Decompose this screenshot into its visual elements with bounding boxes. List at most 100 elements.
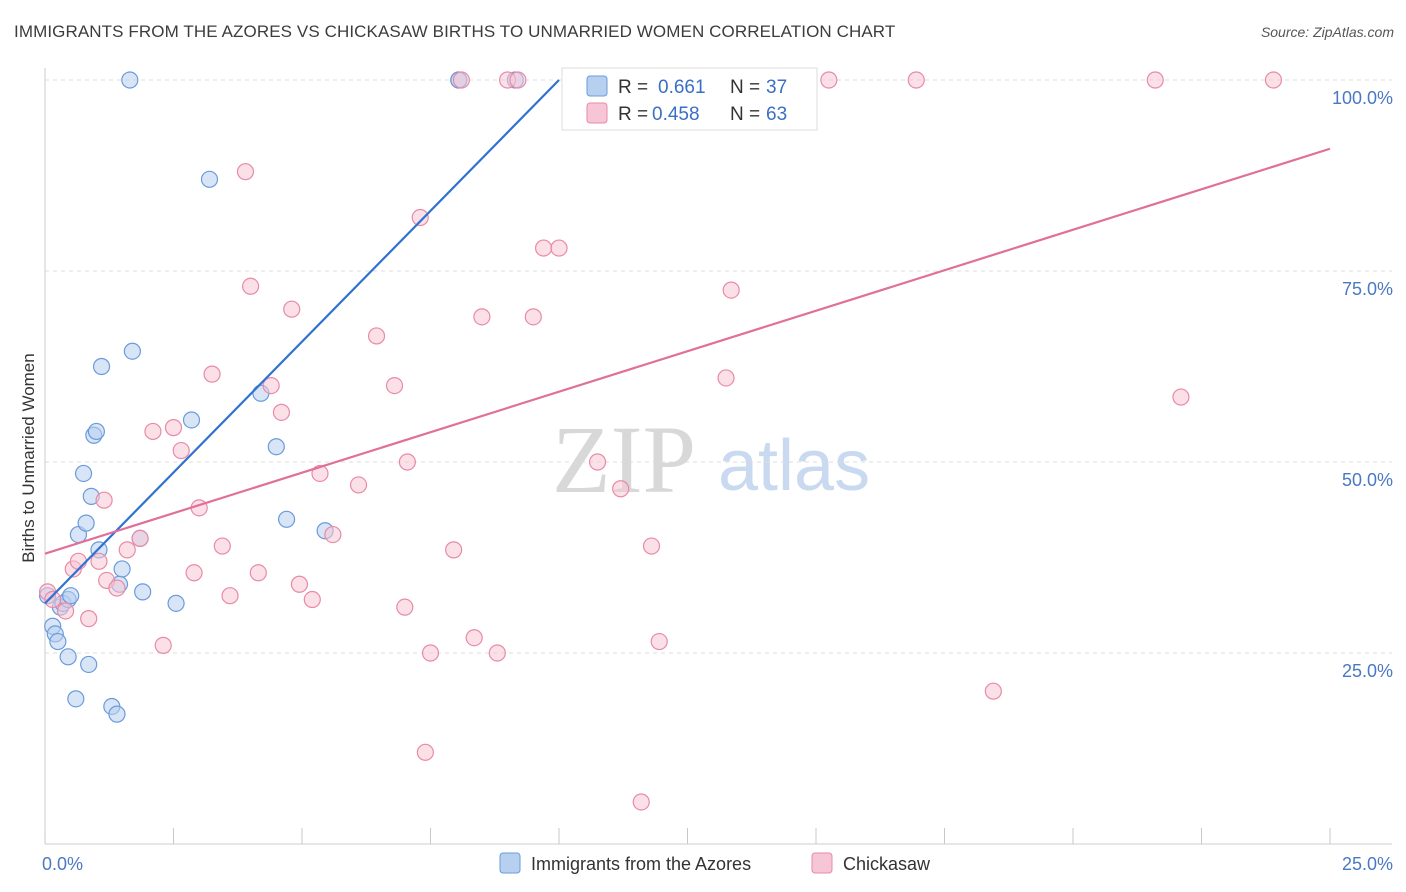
chickasaw-point-14: [164, 419, 183, 437]
chickasaw-point-10: [118, 541, 136, 559]
chickasaw-point-28: [303, 590, 321, 609]
chickasaw-point-50: [612, 480, 630, 498]
chickasaw-point-13: [154, 636, 172, 654]
chickasaw-point-37: [416, 743, 434, 761]
data-points: [38, 71, 1283, 811]
azores-trend-line: [44, 79, 560, 605]
chickasaw-point-15: [172, 441, 190, 460]
chickasaw-point-2: [56, 602, 75, 620]
chickasaw-point-61: [1172, 388, 1190, 406]
chickasaw-point-58: [907, 71, 925, 89]
chickasaw-point-34: [396, 598, 414, 616]
azores-point-7: [62, 587, 80, 605]
azores-point-28: [182, 411, 201, 429]
watermark-zip: ZIP: [552, 406, 696, 513]
azores-point-23: [121, 71, 139, 89]
azores-point-20: [108, 705, 126, 723]
chickasaw-point-32: [367, 327, 386, 345]
chickasaw-point-27: [290, 575, 309, 593]
series-swatch-chickasaw: [811, 852, 833, 874]
legend-n-value-blue: 37: [766, 77, 787, 98]
y-tick-label-0: 100.0%: [1332, 88, 1393, 108]
chickasaw-trend-line: [44, 147, 1331, 555]
chickasaw-point-7: [95, 491, 113, 509]
chickasaw-point-26: [283, 300, 301, 318]
chickasaw-point-45: [509, 71, 527, 89]
series-label-azores: Immigrants from the Azores: [531, 854, 751, 874]
chickasaw-point-59: [984, 682, 1002, 700]
chickasaw-point-18: [203, 365, 221, 383]
chickasaw-point-43: [488, 644, 506, 662]
tick-labels: 100.0% 75.0% 50.0% 25.0% 0.0% 25.0%: [42, 88, 1393, 874]
chickasaw-point-55: [717, 369, 735, 387]
series-label-chickasaw: Chickasaw: [843, 854, 931, 874]
chickasaw-point-38: [421, 644, 440, 662]
chickasaw-point-30: [324, 525, 342, 544]
source-credit: Source: ZipAtlas.com: [1260, 24, 1394, 40]
chickasaw-point-31: [349, 476, 368, 494]
chickasaw-point-6: [90, 552, 108, 570]
azores-point-11: [74, 464, 93, 483]
azores-point-8: [59, 648, 77, 666]
chickasaw-point-60: [1146, 71, 1164, 89]
chickasaw-point-24: [262, 377, 280, 395]
chickasaw-point-41: [465, 629, 483, 647]
chickasaw-point-25: [272, 403, 291, 421]
chickasaw-point-21: [236, 163, 255, 181]
azores-point-22: [113, 560, 131, 578]
legend-swatch-blue: [586, 75, 608, 97]
watermark-atlas: atlas: [718, 426, 870, 506]
chickasaw-point-42: [473, 308, 491, 326]
azores-point-31: [267, 438, 285, 456]
chickasaw-point-57: [820, 71, 838, 89]
chickasaw-point-16: [185, 564, 203, 582]
y-axis-title: Births to Unmarried Women: [19, 353, 38, 562]
chickasaw-point-36: [411, 208, 429, 227]
azores-point-9: [67, 690, 85, 708]
legend-n-value-pink: 63: [766, 104, 787, 125]
legend-n-label-blue: N =: [730, 77, 760, 98]
chickasaw-point-40: [452, 71, 470, 89]
chickasaw-point-5: [80, 610, 98, 628]
chickasaw-point-48: [550, 239, 568, 257]
azores-point-29: [200, 170, 219, 188]
azores-point-12: [77, 514, 95, 532]
chickasaw-point-56: [722, 281, 740, 299]
azores-point-18: [92, 357, 111, 376]
chickasaw-point-20: [221, 587, 239, 605]
chickasaw-point-62: [1264, 71, 1283, 89]
legend-r-value-pink: 0.458: [652, 104, 700, 125]
chickasaw-point-1: [44, 590, 62, 609]
y-tick-label-2: 50.0%: [1342, 470, 1393, 490]
chickasaw-point-23: [249, 564, 267, 582]
legend-swatch-pink: [586, 102, 608, 124]
chickasaw-point-47: [534, 239, 553, 257]
azores-point-26: [134, 583, 152, 601]
series-legend: Immigrants from the Azores Chickasaw: [499, 852, 931, 874]
chickasaw-point-11: [131, 529, 149, 548]
legend-r-label-pink: R =: [618, 104, 648, 125]
chart-title: IMMIGRANTS FROM THE AZORES VS CHICKASAW …: [14, 22, 896, 41]
chickasaw-point-33: [385, 377, 404, 395]
y-tick-label-1: 75.0%: [1342, 279, 1393, 299]
azores-point-16: [87, 422, 106, 441]
azores-point-24: [123, 342, 141, 360]
chickasaw-point-46: [524, 308, 542, 326]
chickasaw-point-29: [311, 464, 329, 483]
azores-point-27: [167, 594, 185, 612]
chickasaw-point-12: [144, 422, 162, 441]
legend-r-value-blue: 0.661: [658, 77, 706, 98]
chickasaw-point-51: [632, 793, 650, 811]
chickasaw-point-49: [588, 453, 607, 471]
chickasaw-point-22: [242, 277, 260, 295]
chickasaw-point-52: [642, 537, 661, 555]
chickasaw-point-39: [445, 541, 463, 559]
axes: [44, 68, 1392, 845]
chickasaw-point-53: [650, 632, 668, 651]
legend-n-label-pink: N =: [730, 104, 760, 125]
chickasaw-point-9: [108, 579, 126, 597]
azores-point-32: [277, 510, 296, 528]
series-swatch-azores: [499, 852, 521, 874]
azores-point-3: [49, 632, 67, 651]
